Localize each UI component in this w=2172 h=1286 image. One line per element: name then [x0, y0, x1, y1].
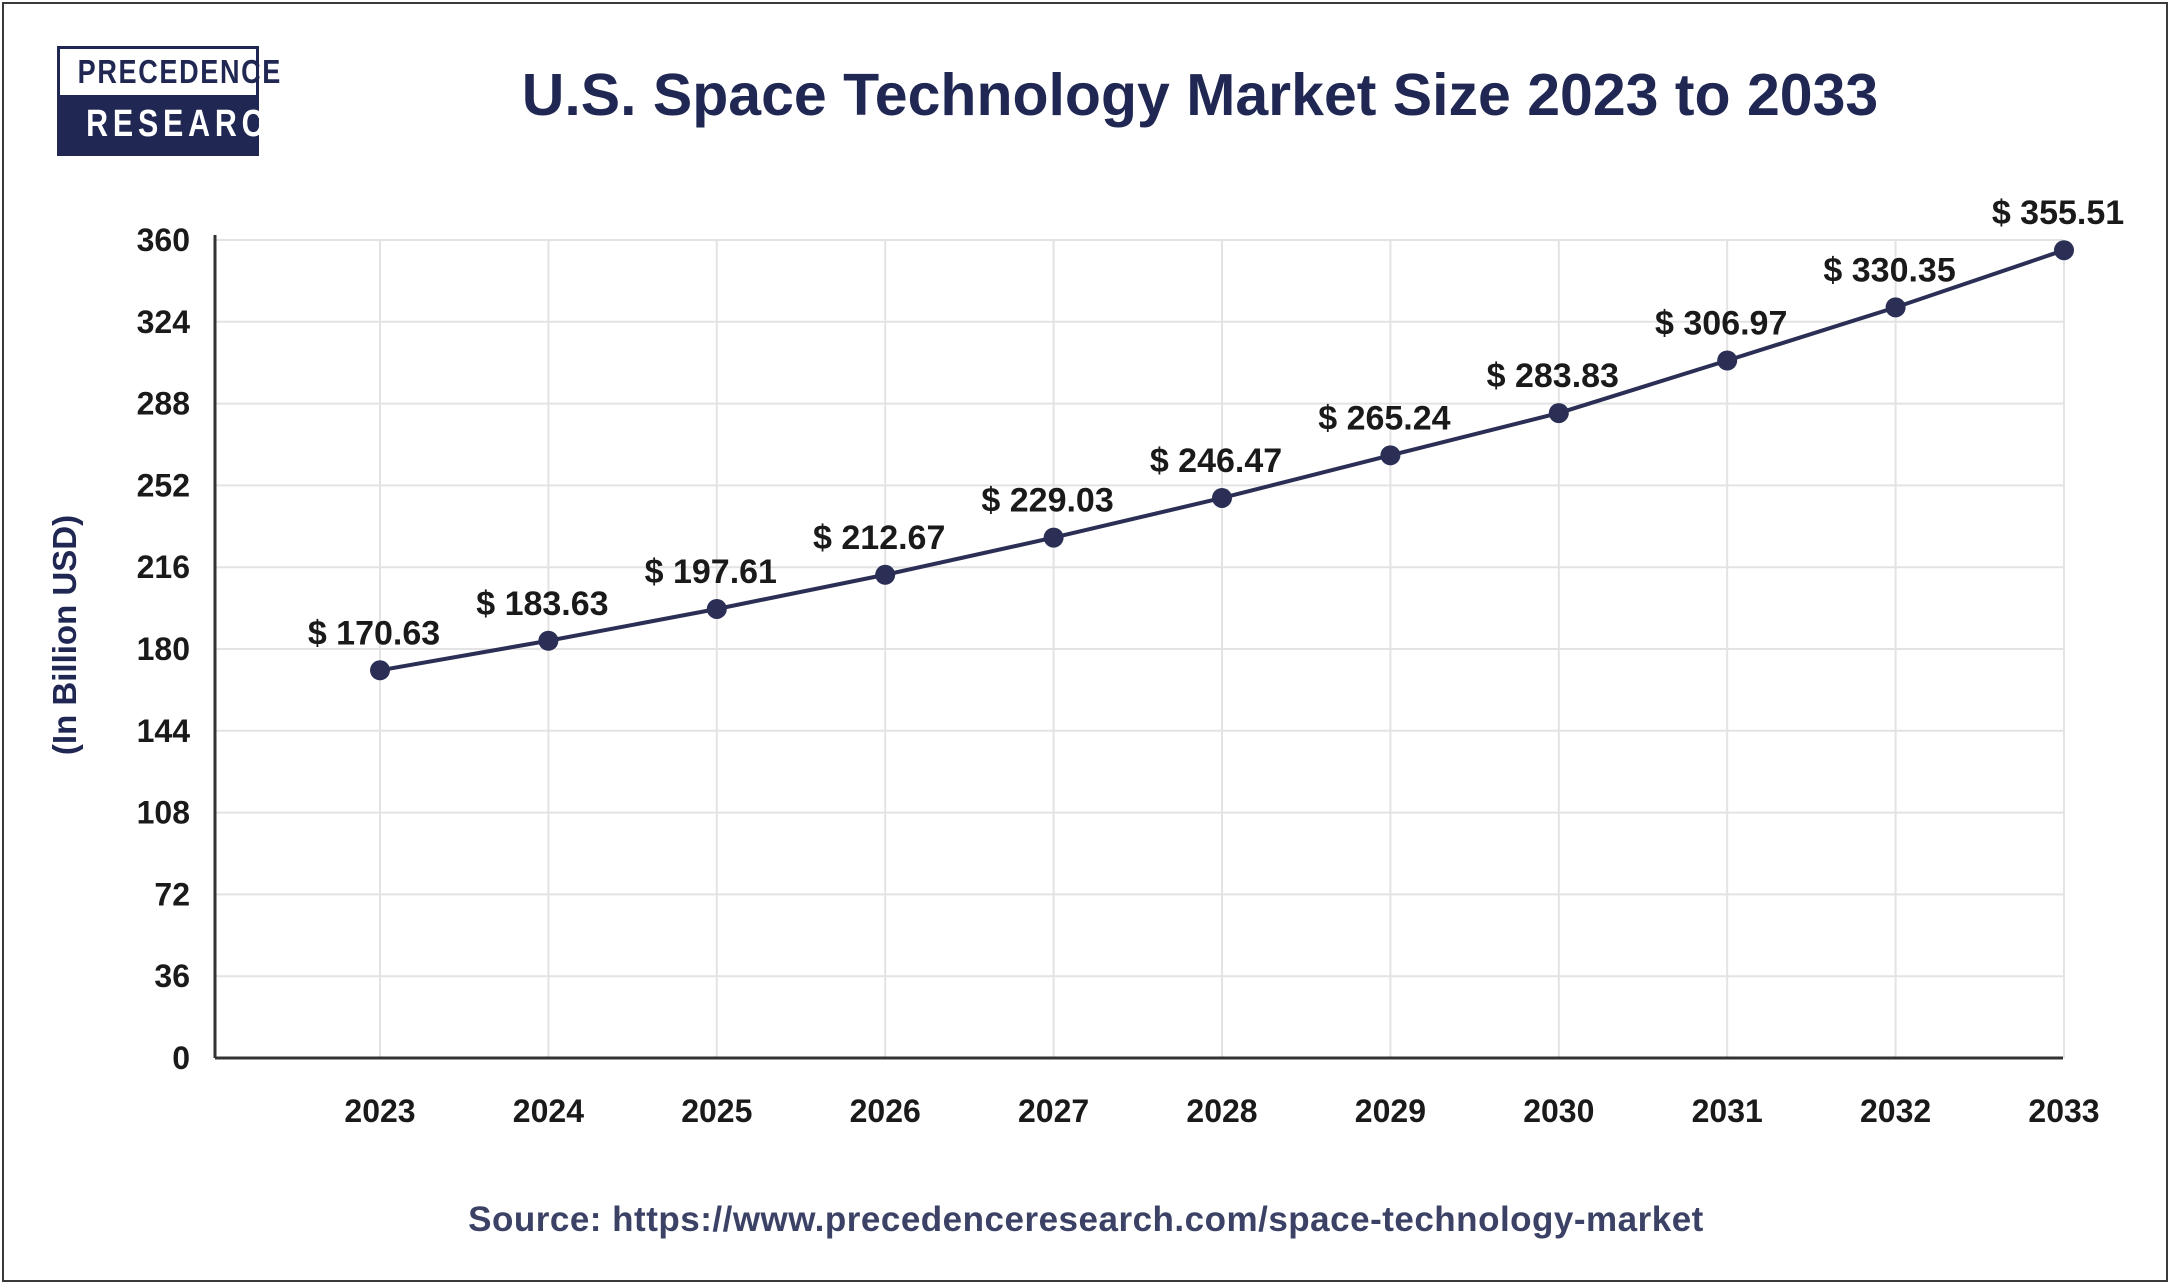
y-tick-label: 108 [137, 795, 190, 831]
data-label: $ 306.97 [1655, 304, 1787, 342]
data-label: $ 197.61 [645, 553, 777, 591]
data-point [538, 630, 559, 651]
x-tick-label: 2033 [2028, 1093, 2099, 1129]
series-line-group [370, 240, 2074, 681]
data-label: $ 229.03 [981, 482, 1113, 520]
source-note: Source: https://www.precedenceresearch.c… [468, 1200, 1704, 1239]
logo-bottom-band: RESEARCH [60, 95, 290, 153]
data-label: $ 212.67 [813, 519, 945, 557]
x-tick-label: 2024 [513, 1093, 584, 1129]
x-tick-label: 2027 [1018, 1093, 1089, 1129]
data-point [1380, 445, 1401, 466]
y-tick-label: 0 [172, 1040, 190, 1076]
y-tick-label: 144 [137, 713, 191, 749]
tick-labels: 0 36 72 108 144 180 216 252 288 324 360 2023 2024 202… [137, 222, 2100, 1129]
data-label: $ 183.63 [476, 585, 608, 623]
y-tick-label: 324 [137, 304, 191, 340]
y-tick-label: 288 [137, 386, 190, 422]
data-labels: $ 170.63 $ 183.63 $ 197.61 $ 212.67 $ 229.03… [308, 194, 2124, 652]
data-point [1548, 403, 1569, 424]
x-tick-label: 2025 [681, 1093, 752, 1129]
data-point [2054, 240, 2074, 261]
axes [213, 235, 2063, 1060]
y-tick-label: 180 [137, 631, 190, 667]
logo-bottom-text: RESEARCH [86, 103, 296, 145]
y-tick-label: 72 [154, 876, 190, 912]
x-tick-label: 2030 [1523, 1093, 1594, 1129]
data-point [1717, 350, 1738, 371]
data-point [706, 598, 727, 619]
x-tick-label: 2031 [1692, 1093, 1763, 1129]
chart-title: U.S. Space Technology Market Size 2023 t… [521, 62, 1879, 128]
y-tick-label: 36 [154, 958, 190, 994]
brand-logo: PRECEDENCE RESEARCH [57, 46, 290, 156]
data-label: $ 246.47 [1150, 442, 1282, 480]
data-label: $ 283.83 [1487, 357, 1619, 395]
data-label: $ 170.63 [308, 614, 440, 652]
data-point [875, 564, 896, 585]
x-tick-label: 2029 [1355, 1093, 1426, 1129]
data-label: $ 355.51 [1992, 194, 2124, 232]
data-point [1043, 527, 1064, 548]
data-point [1212, 487, 1232, 508]
y-tick-label: 360 [137, 222, 190, 258]
y-tick-label: 216 [137, 549, 190, 585]
data-label: $ 265.24 [1318, 399, 1450, 437]
data-label: $ 330.35 [1823, 251, 1955, 289]
data-point [370, 660, 390, 681]
x-tick-label: 2032 [1860, 1093, 1931, 1129]
x-tick-label: 2023 [344, 1093, 415, 1129]
x-tick-label: 2026 [850, 1093, 921, 1129]
y-tick-label: 252 [137, 467, 190, 503]
grid-lines [215, 239, 2065, 1058]
data-point [1885, 297, 1906, 318]
x-tick-label: 2028 [1186, 1093, 1257, 1129]
